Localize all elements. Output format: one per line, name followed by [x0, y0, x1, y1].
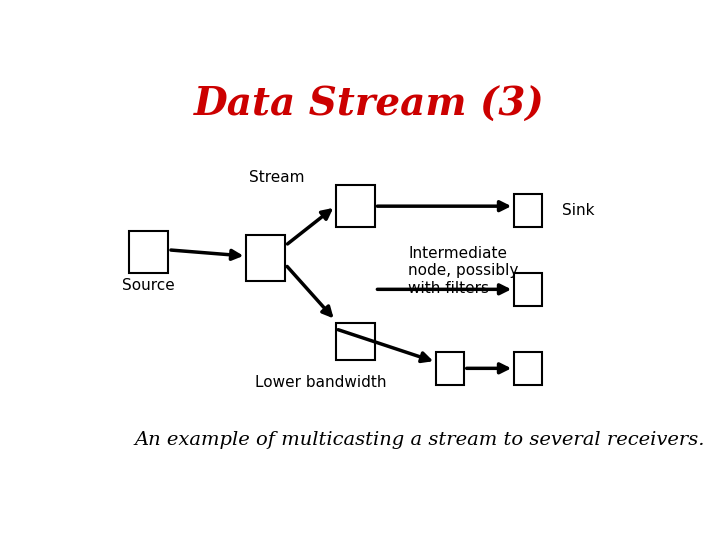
Text: Intermediate
node, possibly
with filters: Intermediate node, possibly with filters [408, 246, 518, 295]
Text: Lower bandwidth: Lower bandwidth [255, 375, 386, 390]
Text: Stream: Stream [249, 170, 305, 185]
Bar [514, 273, 542, 306]
Bar [514, 352, 542, 385]
Bar [514, 194, 542, 227]
Text: An example of multicasting a stream to several receivers.: An example of multicasting a stream to s… [135, 431, 705, 449]
Text: Data Stream (3): Data Stream (3) [194, 85, 544, 124]
Text: Sink: Sink [562, 203, 594, 218]
Bar [129, 231, 168, 273]
Bar [336, 322, 374, 360]
Text: Source: Source [122, 278, 175, 293]
Bar [246, 235, 285, 281]
Bar [336, 185, 374, 227]
Bar [436, 352, 464, 385]
